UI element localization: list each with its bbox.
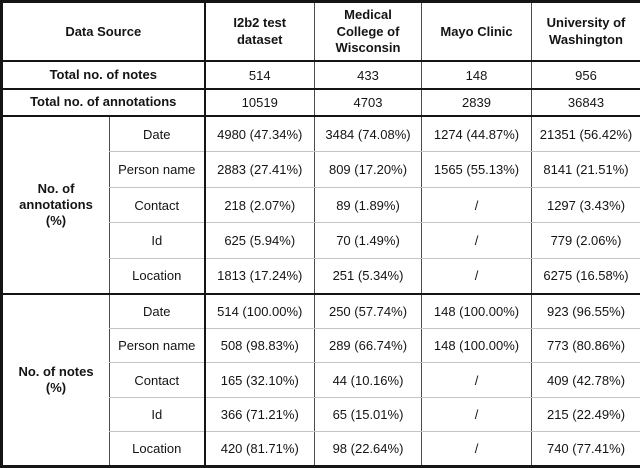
category-label: Contact [109, 362, 205, 398]
table-cell: 251 (5.34%) [314, 258, 422, 295]
table-cell: 1813 (17.24%) [203, 258, 315, 295]
table-cell: 21351 (56.42%) [531, 116, 640, 153]
table-cell: 956 [531, 61, 640, 90]
category-label: Person name [109, 328, 205, 364]
table-cell: 4703 [314, 88, 422, 118]
table-cell: 514 (100.00%) [203, 293, 315, 329]
table-cell: 2883 (27.41%) [203, 151, 315, 188]
table-cell: / [421, 362, 532, 398]
table-cell: 6275 (16.58%) [531, 258, 640, 295]
col-header-mayo: Mayo Clinic [421, 1, 532, 63]
category-label: Person name [109, 151, 205, 188]
table-cell: 98 (22.64%) [314, 431, 422, 467]
total-notes-row: Total no. of notes 514 433 148 956 [1, 61, 640, 90]
table-cell: 89 (1.89%) [314, 187, 422, 224]
col-header-i2b2: I2b2 test dataset [203, 1, 315, 63]
table-cell: 10519 [203, 88, 315, 118]
table-cell: 625 (5.94%) [203, 222, 315, 259]
table-cell: 366 (71.21%) [203, 397, 315, 433]
category-label: Id [109, 222, 205, 259]
table-cell: 923 (96.55%) [531, 293, 640, 329]
row-label-total-notes: Total no. of notes [1, 61, 205, 90]
table-cell: 44 (10.16%) [314, 362, 422, 398]
category-label: Location [109, 431, 205, 467]
category-label: Date [109, 116, 205, 153]
table-cell: / [421, 187, 532, 224]
col-header-mcw: Medical College of Wisconsin [314, 1, 422, 63]
col-header-data-source: Data Source [1, 1, 205, 63]
table-cell: / [421, 258, 532, 295]
table-cell: 409 (42.78%) [531, 362, 640, 398]
annotations-pct-row-id: Id 625 (5.94%) 70 (1.49%) / 779 (2.06%) [2, 222, 640, 259]
annotations-pct-row-contact: Contact 218 (2.07%) 89 (1.89%) / 1297 (3… [2, 187, 640, 224]
table-cell: 773 (80.86%) [531, 328, 640, 364]
total-annotations-row: Total no. of annotations 10519 4703 2839… [1, 88, 640, 118]
category-label: Contact [109, 187, 205, 224]
header-row: Data Source I2b2 test dataset Medical Co… [1, 1, 640, 63]
table-cell: 508 (98.83%) [203, 328, 315, 364]
category-label: Date [109, 293, 205, 329]
table-cell: 289 (66.74%) [314, 328, 422, 364]
table-cell: 2839 [421, 88, 532, 118]
section-label-notes-pct: No. of notes (%) [18, 363, 94, 395]
row-label-total-annotations: Total no. of annotations [1, 88, 205, 118]
notes-pct-row-person-name: Person name 508 (98.83%) 289 (66.74%) 14… [2, 328, 640, 364]
table-cell: 1274 (44.87%) [421, 116, 532, 153]
notes-pct-row-location: Location 420 (81.71%) 98 (22.64%) / 740 … [2, 431, 640, 467]
table-cell: 218 (2.07%) [203, 187, 315, 224]
notes-pct-row-id: Id 366 (71.21%) 65 (15.01%) / 215 (22.49… [2, 397, 640, 433]
table-cell: 809 (17.20%) [314, 151, 422, 188]
table-cell: 148 [421, 61, 532, 90]
table-cell: 8141 (21.51%) [531, 151, 640, 188]
col-header-uw: University of Washington [531, 1, 640, 63]
table-cell: 215 (22.49%) [531, 397, 640, 433]
table-cell: 3484 (74.08%) [314, 116, 422, 153]
table-cell: 70 (1.49%) [314, 222, 422, 259]
table-cell: / [421, 397, 532, 433]
table-cell: / [421, 431, 532, 467]
table-cell: 165 (32.10%) [203, 362, 315, 398]
category-label: Id [109, 397, 205, 433]
category-label: Location [109, 258, 205, 295]
annotations-pct-row-person-name: Person name 2883 (27.41%) 809 (17.20%) 1… [2, 151, 640, 188]
table-cell: 420 (81.71%) [203, 431, 315, 467]
annotations-pct-row-location: Location 1813 (17.24%) 251 (5.34%) / 627… [2, 258, 640, 295]
table-cell: 779 (2.06%) [531, 222, 640, 259]
table-cell: 514 [203, 61, 315, 90]
table-cell: / [421, 222, 532, 259]
table-cell: 740 (77.41%) [531, 431, 640, 467]
annotations-pct-row-date: No. of annotations (%) Date 4980 (47.34%… [1, 116, 640, 295]
section-label-annotations-pct: No. of annotations (%) [1, 116, 110, 295]
table-cell: 433 [314, 61, 422, 90]
table-cell: 1565 (55.13%) [421, 151, 532, 188]
table-cell: 65 (15.01%) [314, 397, 422, 433]
table-cell: 250 (57.74%) [314, 293, 422, 329]
notes-pct-row-contact: Contact 165 (32.10%) 44 (10.16%) / 409 (… [2, 362, 640, 398]
table-cell: 148 (100.00%) [421, 328, 532, 364]
notes-pct-row-date: No. of notes (%) Date 514 (100.00%) 250 … [2, 293, 640, 395]
table-cell: 148 (100.00%) [421, 293, 532, 329]
table-cell: 1297 (3.43%) [531, 187, 640, 224]
table-cell: 36843 [531, 88, 640, 118]
table-cell: 4980 (47.34%) [203, 116, 315, 153]
